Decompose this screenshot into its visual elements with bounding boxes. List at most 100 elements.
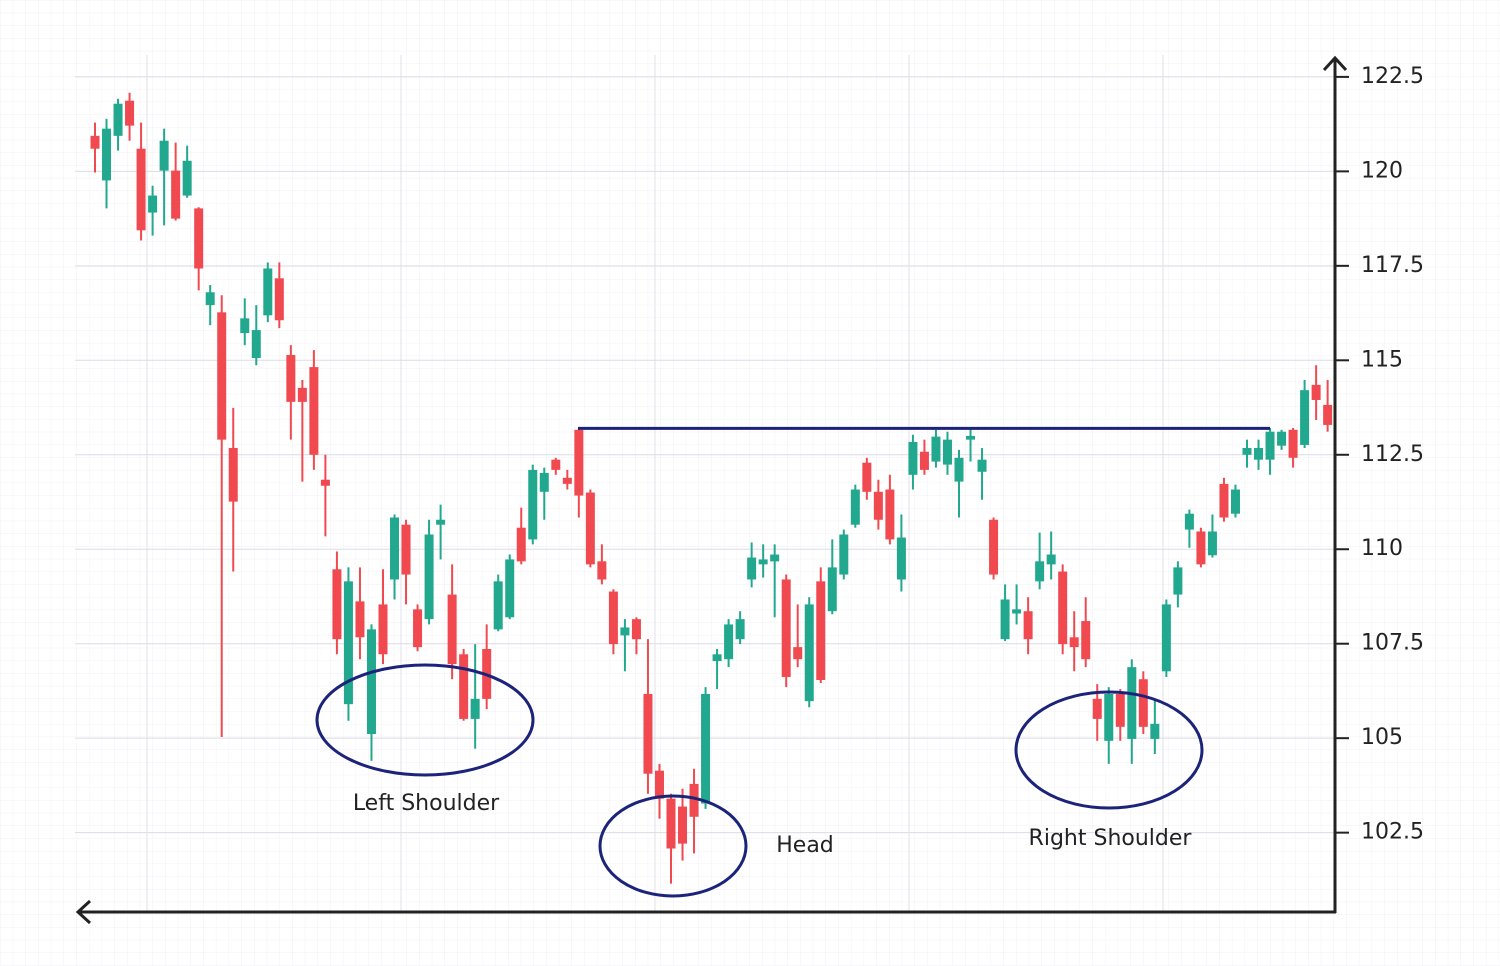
candle-body [931,436,941,462]
axes [75,55,1348,925]
candle-body [1254,447,1264,460]
candle-body [862,462,872,492]
candle-body [263,268,273,316]
candle-body [1323,404,1333,425]
candle-body [724,624,734,660]
candle-body [309,367,319,455]
candle-body [574,429,584,496]
candle-body [954,457,964,482]
candle-body [217,312,227,440]
candle-body [551,459,561,470]
candle-body [977,459,987,472]
candle-body [1207,531,1217,556]
candle-body [297,387,307,402]
candle-body [839,534,849,575]
candle-body [1196,531,1206,565]
candle-body [850,489,860,525]
candle-body [182,160,192,196]
candle-body [148,195,158,213]
candle-body [251,330,261,359]
candle-body [689,783,699,817]
candle-body [562,477,572,484]
candle-body [1115,693,1125,727]
candle-body [194,208,204,269]
candle-body [436,519,446,525]
candle-body [597,561,607,580]
candle-body [816,581,826,680]
annotation: Head [776,833,834,858]
left-shoulder-ellipse [315,663,535,777]
head-ellipse [598,794,748,898]
candle-body [1173,567,1183,595]
candle-body [136,148,146,231]
candle-body [1242,447,1252,455]
candle-body [1277,431,1287,446]
candle-body [1046,554,1056,565]
y-tick-label: 120 [1361,158,1403,183]
candle-body [228,447,238,502]
candle-body [678,806,688,844]
y-tick-label: 107.5 [1361,631,1424,656]
candle-body [701,693,711,804]
candle-body [1288,429,1298,458]
candle-body [539,472,549,492]
candle-body [793,647,803,660]
candle-body [470,698,480,719]
candle-body [1138,679,1148,727]
candle-body [274,278,284,321]
candle-body [654,770,664,799]
candle-body [366,629,376,735]
candle-body [608,591,618,645]
candle-body [1127,667,1137,739]
candle-body [413,609,423,648]
candle-body [113,103,123,136]
annotation: Right Shoulder [1029,826,1193,851]
candle-body [102,128,112,181]
candle-body [1184,513,1194,530]
candle-body [1023,611,1033,640]
candle-body [171,170,181,219]
candle-body [240,318,250,334]
candle-body [781,579,791,677]
candle-body [758,559,768,565]
candle-body [1012,609,1022,614]
candle-body [1035,561,1045,582]
candle-body [885,489,895,540]
candle-body [908,441,918,475]
candle-body [355,601,365,638]
candle-body [1069,637,1079,648]
y-tick-label: 110 [1361,536,1403,561]
candle-body [1150,723,1160,739]
candle-body [528,469,538,540]
candle-body [989,519,999,575]
candle-body [493,581,503,630]
candle-body [631,619,641,640]
candle-body [942,439,952,465]
candle-body [1058,571,1068,645]
y-tick-label: 112.5 [1361,442,1424,467]
candle-body [125,100,135,126]
candle-body [1230,489,1240,514]
candle-body [585,492,595,565]
candle-body [205,292,215,306]
candle-body [873,491,883,520]
candle-body [1092,698,1102,719]
candle-body [459,654,469,719]
candle-body [90,135,100,149]
candle-body [1104,693,1114,741]
candle-body [1265,431,1275,460]
candle-body [1300,390,1310,445]
candle-body [1161,604,1171,672]
y-tick-label: 115 [1361,347,1403,372]
candle-body [505,559,515,618]
candle-body [1081,621,1091,660]
candle-body [966,435,976,440]
candle-body [286,355,296,402]
candle-body [643,693,653,774]
candle-body [804,604,814,702]
candle-body [666,798,676,849]
candle-body [343,581,353,705]
y-axis-arrow [1322,55,1348,72]
